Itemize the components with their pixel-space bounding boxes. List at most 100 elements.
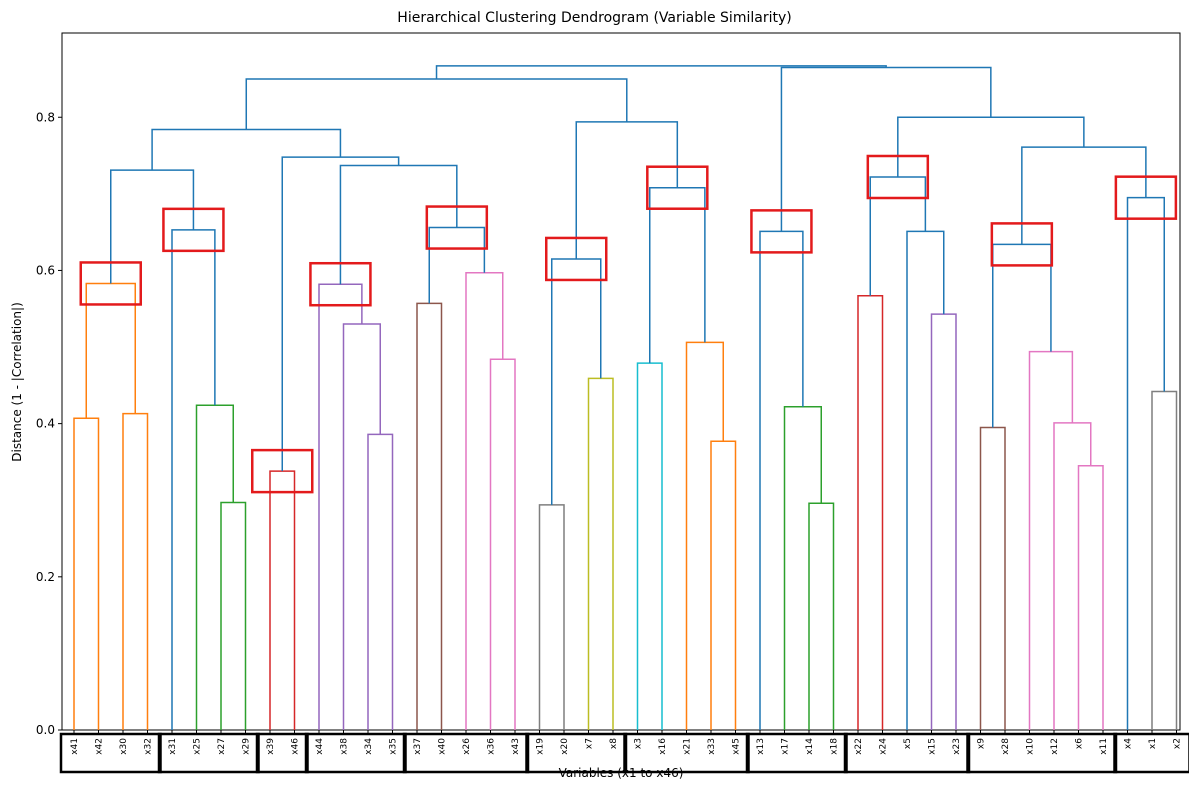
- highlight-box: [309, 261, 372, 307]
- highlight-box: [545, 236, 608, 282]
- leaf-label: x22: [854, 738, 864, 755]
- leaf-label: x20: [560, 738, 570, 755]
- plot-frame: [61, 32, 1181, 731]
- dendrogram-link: [220, 501, 247, 730]
- dendrogram-link: [1151, 390, 1178, 730]
- leaf-group-box: [304, 732, 407, 774]
- highlight-box: [425, 205, 489, 250]
- dendrogram-link: [649, 186, 706, 364]
- dendrogram-link: [465, 271, 504, 730]
- leaf-label: x8: [609, 738, 619, 749]
- y-axis-label: Distance (1 - |Correlation|): [10, 302, 24, 462]
- dendrogram-link: [489, 358, 516, 730]
- y-tick-label: 0.8: [36, 110, 55, 124]
- dendrogram-link: [551, 258, 602, 505]
- dendrogram-link: [1053, 422, 1092, 730]
- leaf-label: x46: [291, 738, 301, 755]
- leaf-label: x4: [1124, 738, 1134, 749]
- leaf-label: x3: [634, 738, 644, 749]
- y-tick-label: 0.4: [36, 417, 55, 431]
- leaf-label: x17: [781, 738, 791, 755]
- leaf-label: x38: [340, 738, 350, 755]
- leaf-label: x6: [1075, 738, 1085, 749]
- leaf-label: x12: [1050, 738, 1060, 755]
- dendrogram-link: [930, 313, 957, 730]
- dendrogram-link: [1077, 465, 1104, 730]
- leaf-label: x14: [805, 738, 815, 755]
- leaf-label: x18: [830, 738, 840, 755]
- dendrogram-link: [122, 412, 149, 730]
- dendrogram-link: [318, 283, 363, 730]
- dendrogram-link: [416, 302, 443, 730]
- dendrogram-link: [73, 417, 100, 730]
- dendrogram-link: [992, 243, 1052, 428]
- leaf-label: x34: [364, 738, 374, 755]
- dendrogram-link: [780, 66, 992, 232]
- leaf-label: x42: [95, 738, 105, 755]
- dendrogram-link: [538, 504, 565, 730]
- highlight-box: [990, 222, 1054, 267]
- dendrogram-link: [339, 164, 458, 285]
- dendrogram-link: [857, 294, 884, 730]
- dendrogram-link: [759, 230, 804, 730]
- highlight-box: [646, 165, 709, 210]
- highlight-box: [162, 207, 225, 253]
- leaf-group-box: [157, 732, 260, 774]
- dendrogram-link: [435, 65, 887, 79]
- dendrogram-link: [269, 470, 296, 730]
- y-tick-label: 0.0: [36, 723, 55, 737]
- leaf-label: x10: [1026, 738, 1036, 755]
- leaf-label: x45: [732, 738, 742, 755]
- dendrogram-link: [342, 323, 381, 730]
- leaf-label: x11: [1099, 738, 1109, 755]
- dendrogram-link: [1126, 196, 1165, 730]
- leaf-label: x9: [977, 738, 987, 749]
- leaf-label: x35: [389, 738, 399, 755]
- leaf-label: x29: [242, 738, 252, 755]
- plot-area: 0.0 0.2 0.4 0.6 0.8 x41 x42 x30 x32 x31 x25 x27 x29 x…: [36, 32, 1189, 774]
- leaf-label: x36: [487, 738, 497, 755]
- dendrogram-link: [151, 128, 342, 171]
- leaf-label: x1: [1148, 738, 1158, 749]
- leaf-label: x32: [144, 738, 154, 755]
- leaf-group-box: [843, 732, 971, 774]
- dendrogram-link: [110, 169, 195, 284]
- leaf-label: x13: [756, 738, 766, 755]
- leaf-label: x25: [193, 738, 203, 755]
- leaf-label: x19: [536, 738, 546, 755]
- chart-title: Hierarchical Clustering Dendrogram (Vari…: [397, 10, 791, 26]
- dendrogram-link: [428, 226, 486, 304]
- leaf-label: x26: [462, 738, 472, 755]
- dendrogram-link: [897, 116, 1085, 177]
- leaf-label: x21: [683, 738, 693, 755]
- y-tick-label: 0.6: [36, 263, 55, 277]
- leaf-group-box: [525, 732, 628, 774]
- leaf-group-box: [623, 732, 750, 774]
- dendrogram-link: [783, 406, 822, 730]
- leaf-group-box: [1113, 732, 1189, 774]
- dendrogram-link: [587, 377, 614, 730]
- dendrogram-link: [171, 229, 216, 730]
- leaf-label: x23: [952, 738, 962, 755]
- leaf-label: x37: [413, 738, 423, 755]
- dendrogram-link: [869, 176, 927, 296]
- leaf-label: x5: [903, 738, 913, 749]
- leaf-label: x40: [438, 738, 448, 755]
- leaf-label: x30: [119, 738, 129, 755]
- dendrogram-link: [636, 362, 663, 730]
- leaf-label: x7: [585, 738, 595, 749]
- leaf-label: x31: [168, 738, 178, 755]
- dendrogram-link: [808, 502, 835, 730]
- leaf-label: x44: [315, 738, 325, 755]
- leaf-group-box: [402, 732, 530, 774]
- dendrogram-link: [195, 404, 234, 730]
- leaf-label: x24: [879, 738, 889, 755]
- highlight-box: [750, 209, 813, 254]
- dendrogram-link: [685, 341, 724, 730]
- leaf-label: x27: [217, 738, 227, 755]
- dendrogram-link: [906, 230, 945, 730]
- leaf-label: x33: [707, 738, 717, 755]
- leaf-label: x16: [658, 738, 668, 755]
- dendrogram-link: [1028, 350, 1074, 730]
